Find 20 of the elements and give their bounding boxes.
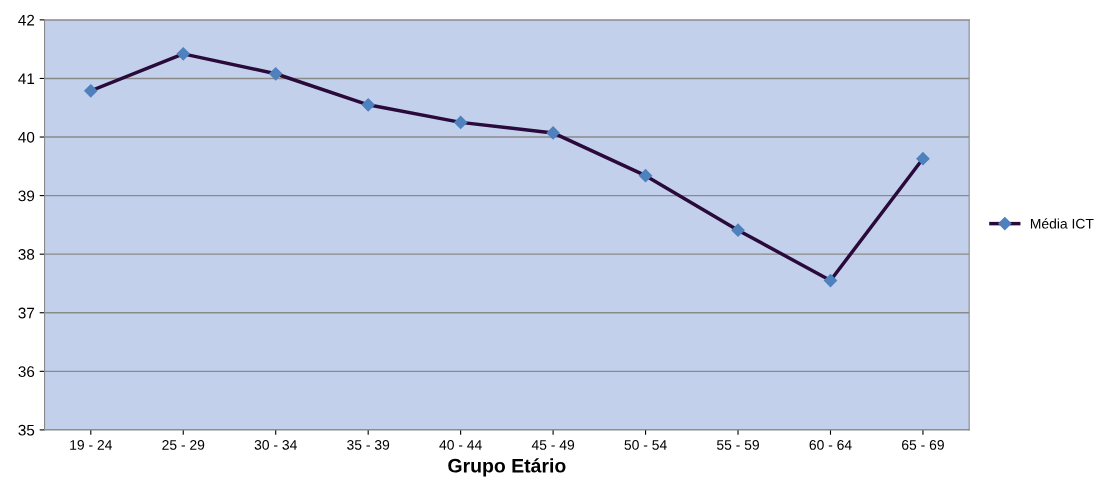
y-tick-label: 40: [18, 131, 35, 143]
x-tick-label: 25 - 29: [162, 439, 205, 450]
legend-label: Média ICT: [1030, 218, 1094, 229]
x-tick-label: 50 - 54: [624, 439, 667, 450]
y-tick-label: 36: [18, 366, 35, 378]
x-tick-label: 19 - 24: [70, 439, 113, 450]
x-axis-title: Grupo Etário: [448, 458, 566, 477]
y-tick-label: 37: [18, 307, 35, 319]
x-tick-label: 45 - 49: [531, 439, 575, 450]
x-tick-label: 30 - 34: [254, 439, 297, 450]
x-tick-label: 40 - 44: [439, 439, 482, 450]
x-tick-label: 60 - 64: [809, 439, 852, 450]
x-tick-label: 35 - 39: [347, 439, 390, 450]
y-tick-label: 41: [18, 73, 35, 84]
y-tick-label: 38: [18, 249, 35, 260]
x-tick-label: 65 - 69: [902, 439, 944, 450]
y-tick-label: 35: [18, 424, 35, 436]
x-tick-label: 55 - 59: [716, 439, 759, 450]
y-tick-label: 39: [18, 190, 35, 202]
y-tick-label: 42: [18, 14, 35, 26]
